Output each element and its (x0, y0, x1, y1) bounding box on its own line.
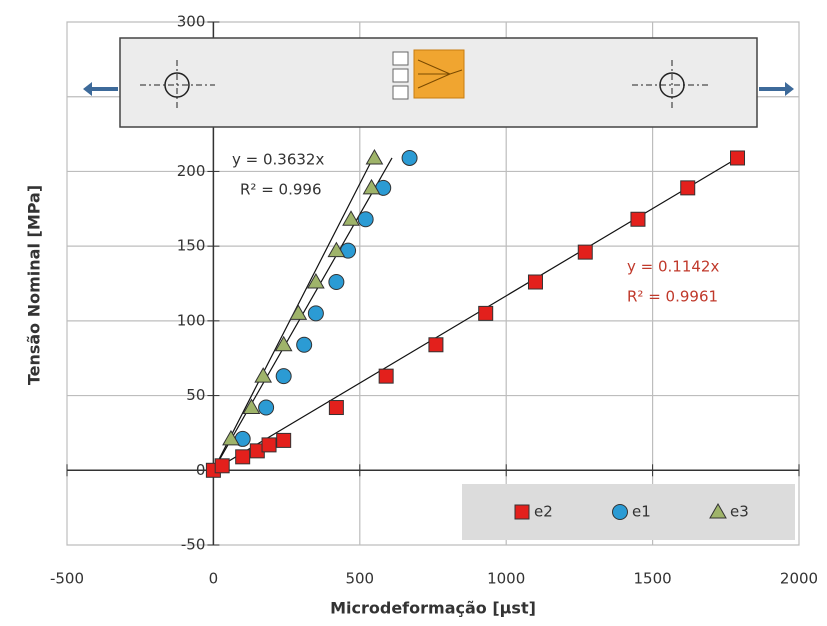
gauge-box (393, 52, 408, 65)
x-tick-label: 1000 (487, 570, 525, 588)
marker (515, 505, 529, 519)
marker (277, 433, 291, 447)
x-tick-label: -500 (50, 570, 84, 588)
marker (402, 150, 417, 165)
marker (276, 369, 291, 384)
y-tick-label: 100 (177, 311, 206, 329)
gauge-box (393, 69, 408, 82)
y-tick-label: 300 (177, 13, 206, 31)
marker (681, 181, 695, 195)
x-tick-label: 2000 (780, 570, 818, 588)
marker (429, 338, 443, 352)
marker (259, 400, 274, 415)
marker (262, 438, 276, 452)
legend-label: e3 (730, 503, 749, 521)
y-tick-label: -50 (181, 536, 206, 554)
chart: -5000500100015002000-5005010015020025030… (0, 0, 827, 626)
gauge-box (393, 86, 408, 99)
marker (358, 212, 373, 227)
marker (329, 401, 343, 415)
annotation: y = 0.3632x (232, 151, 324, 169)
x-tick-label: 1500 (634, 570, 672, 588)
x-tick-label: 0 (209, 570, 219, 588)
marker (631, 212, 645, 226)
marker (379, 369, 393, 383)
marker (215, 459, 229, 473)
marker (578, 245, 592, 259)
marker (528, 275, 542, 289)
y-tick-label: 150 (177, 237, 206, 255)
specimen-inset (83, 38, 794, 127)
x-axis-title: Microdeformação [µst] (330, 599, 536, 618)
marker (479, 306, 493, 320)
marker (329, 275, 344, 290)
marker (308, 306, 323, 321)
annotation: R² = 0.9961 (627, 288, 718, 306)
legend-label: e1 (632, 503, 651, 521)
annotation: y = 0.1142x (627, 258, 719, 276)
marker (297, 337, 312, 352)
y-tick-label: 200 (177, 162, 206, 180)
y-tick-label: 50 (186, 386, 205, 404)
x-tick-label: 500 (345, 570, 374, 588)
marker (613, 505, 628, 520)
y-axis-title: Tensão Nominal [MPa] (25, 185, 44, 385)
marker (236, 450, 250, 464)
marker (731, 151, 745, 165)
legend-label: e2 (534, 503, 553, 521)
annotation: R² = 0.996 (240, 181, 321, 199)
